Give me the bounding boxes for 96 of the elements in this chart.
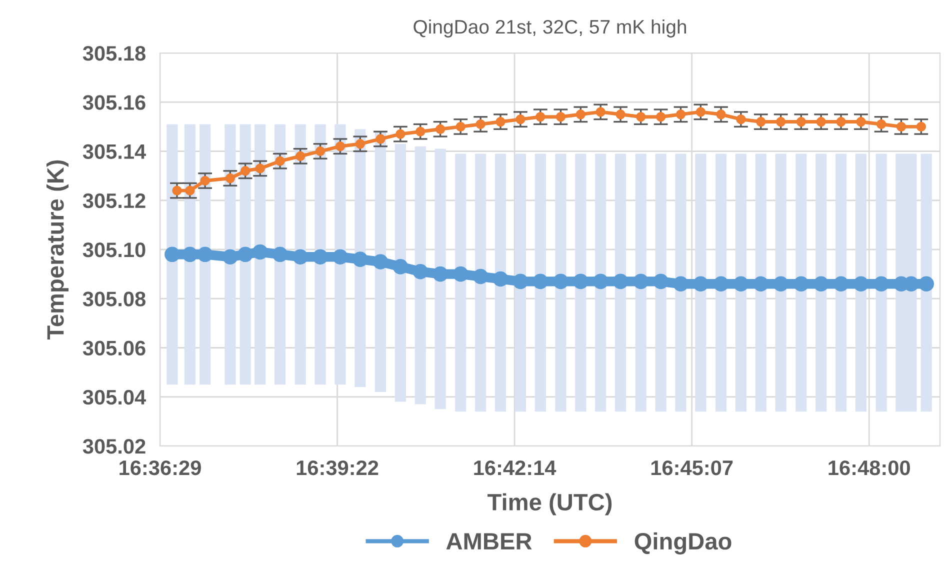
point [275, 156, 285, 166]
point [918, 276, 934, 292]
legend-label: AMBER [446, 533, 532, 550]
point [516, 114, 526, 124]
point [355, 139, 366, 149]
point [292, 249, 308, 265]
point [833, 276, 849, 292]
point [352, 252, 368, 267]
point [612, 274, 628, 290]
point [874, 276, 889, 292]
point [616, 110, 626, 120]
point [553, 274, 568, 290]
point [836, 116, 846, 127]
point [693, 276, 708, 292]
point [416, 126, 426, 136]
point [222, 249, 238, 265]
point [372, 254, 388, 270]
x-tick-label: 16:39:22 [296, 460, 378, 476]
point [312, 249, 328, 265]
point [164, 246, 180, 262]
point [332, 249, 348, 265]
point [238, 246, 253, 262]
point [476, 119, 486, 130]
chart-title: QingDao 21st, 32C, 57 mK high [414, 19, 686, 38]
point [452, 266, 468, 282]
y-tick-label: 305.06 [82, 340, 146, 356]
point [916, 122, 926, 132]
y-tick-label: 305.08 [82, 292, 146, 306]
point [592, 274, 608, 290]
point [813, 276, 829, 292]
point [716, 110, 726, 120]
y-tick-label: 305.02 [82, 439, 146, 454]
point [225, 173, 236, 184]
point [532, 274, 548, 290]
point [676, 110, 686, 120]
point [392, 259, 408, 274]
point [185, 186, 195, 196]
y-tick-label: 305.16 [82, 95, 146, 110]
point [556, 112, 566, 122]
point [576, 110, 586, 120]
point [492, 271, 508, 287]
point [856, 116, 866, 127]
point [596, 107, 606, 117]
point [756, 116, 766, 127]
point [653, 274, 668, 290]
point [776, 116, 786, 127]
y-tick-label: 305.10 [82, 242, 146, 258]
point [295, 151, 306, 162]
point [793, 276, 809, 292]
point [736, 114, 746, 124]
point [412, 264, 428, 280]
x-axis-title: Time (UTC) [488, 493, 612, 516]
point [456, 122, 466, 132]
point [816, 116, 826, 127]
point [335, 141, 346, 152]
point [512, 274, 528, 290]
point [435, 124, 446, 134]
y-axis-title: Temperature (K) [46, 160, 69, 340]
y-tick-label: 305.14 [82, 144, 146, 160]
y-tick-label: 305.12 [82, 193, 146, 208]
x-tick-label: 16:42:14 [474, 460, 556, 476]
point [876, 119, 886, 130]
point [252, 244, 268, 260]
point [636, 112, 646, 122]
point [853, 276, 869, 292]
x-tick-label: 16:36:29 [120, 460, 201, 476]
point [182, 246, 198, 262]
legend-label: QingDao [634, 532, 732, 554]
point [472, 268, 488, 284]
x-tick-label: 16:48:00 [828, 460, 910, 476]
point [376, 134, 386, 144]
point [536, 112, 546, 122]
y-tick-label: 305.18 [82, 46, 146, 61]
point [713, 276, 729, 292]
point [272, 246, 288, 262]
point [696, 107, 706, 117]
point [172, 186, 182, 196]
point [633, 274, 648, 290]
point [432, 266, 448, 282]
point [573, 274, 588, 290]
point [896, 122, 906, 132]
point [753, 276, 769, 292]
point [733, 276, 749, 292]
point [315, 146, 326, 156]
x-tick-label: 16:45:07 [651, 460, 733, 476]
point [673, 276, 688, 292]
point [496, 116, 506, 127]
point [773, 276, 788, 292]
point [197, 246, 213, 262]
point [796, 116, 806, 127]
y-tick-label: 305.04 [82, 390, 146, 405]
point [240, 166, 250, 176]
point [656, 112, 666, 122]
point [200, 176, 210, 186]
point [396, 129, 406, 139]
point [255, 164, 265, 174]
